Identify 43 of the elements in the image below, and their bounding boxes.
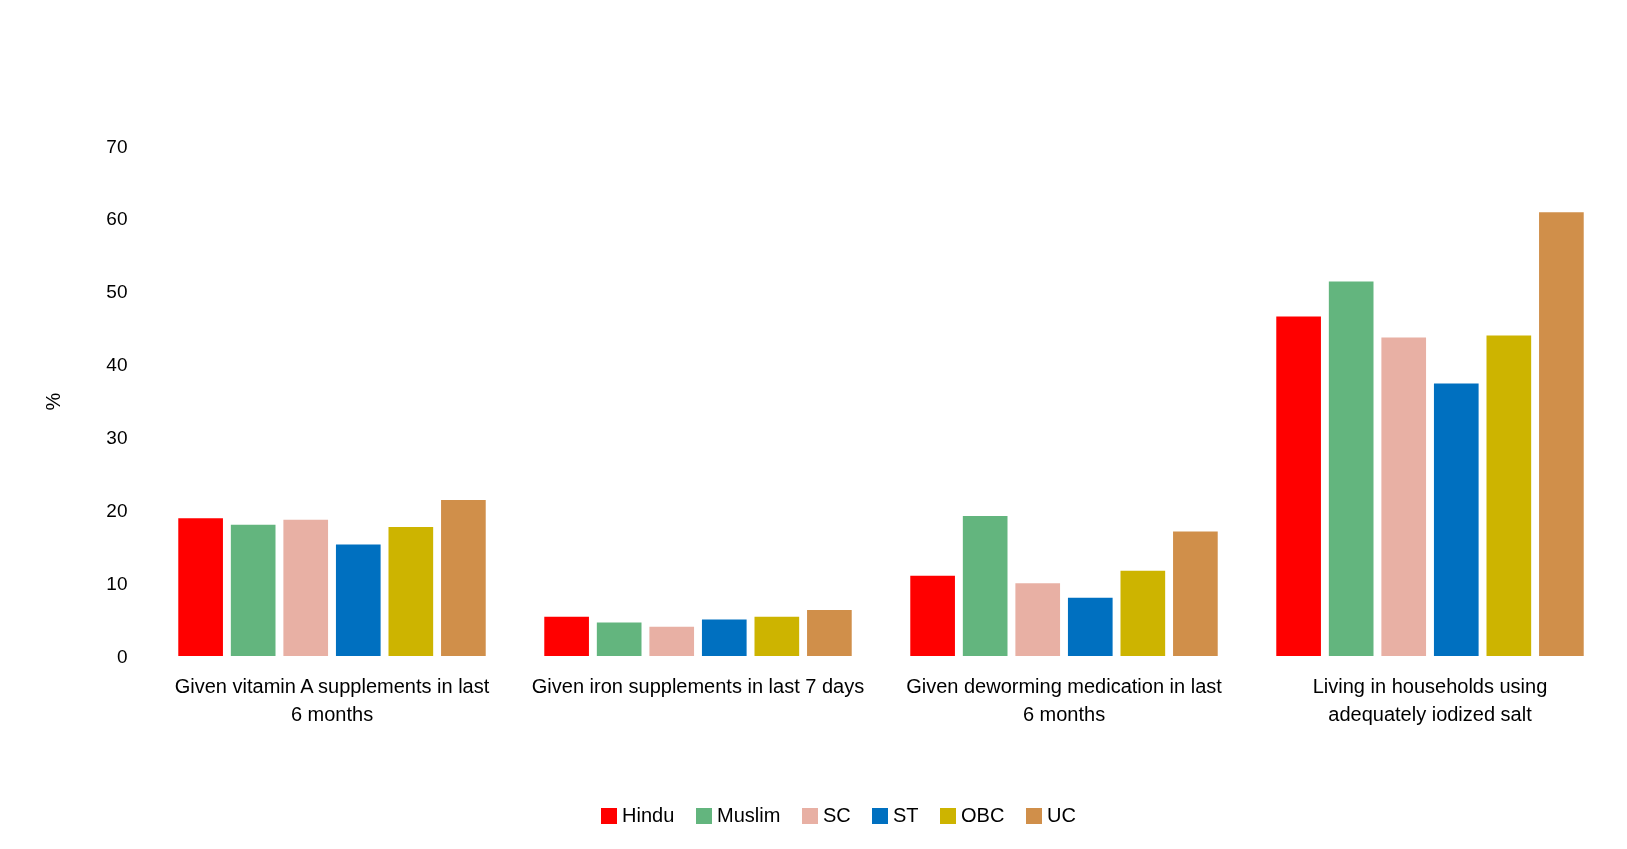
bar	[596, 622, 642, 656]
bar	[1539, 212, 1584, 656]
bar	[230, 524, 276, 656]
y-tick-label: 10	[106, 572, 128, 594]
legend-label: ST	[893, 804, 919, 826]
bar	[1328, 281, 1374, 656]
x-tick-label: Given deworming medication in last 6 months	[906, 674, 1223, 725]
bar	[1486, 335, 1532, 656]
bar	[441, 500, 486, 656]
x-tick-label: Given iron supplements in last 7 days	[531, 674, 865, 697]
y-tick-label: 40	[106, 354, 128, 376]
bar	[1381, 337, 1427, 656]
legend-label: Muslim	[717, 804, 781, 826]
y-tick-label: 0	[116, 645, 128, 667]
bar	[335, 544, 381, 656]
legend-label: OBC	[961, 804, 1005, 826]
y-axis-title: %	[42, 392, 65, 411]
bar	[910, 575, 955, 656]
bar	[962, 516, 1008, 656]
legend-label: SC	[823, 804, 851, 826]
bar	[701, 619, 747, 656]
legend-label: Hindu	[622, 804, 675, 826]
bar	[1015, 583, 1061, 656]
bar	[1120, 570, 1166, 656]
bar	[754, 616, 800, 656]
bar	[1067, 597, 1113, 656]
bar	[178, 518, 223, 656]
bar	[1173, 531, 1218, 656]
x-tick-label: Given vitamin A supplements in last 6 months	[174, 674, 490, 725]
bar	[807, 610, 852, 656]
bar	[1433, 383, 1479, 656]
bar	[544, 616, 589, 656]
y-tick-label: 20	[106, 499, 128, 521]
bar	[1276, 316, 1321, 656]
x-tick-label: Living in households using adequately iodized salt	[1312, 674, 1548, 725]
y-tick-label: 50	[106, 281, 128, 303]
bar	[283, 519, 329, 656]
bar	[649, 626, 695, 656]
bar	[388, 527, 434, 656]
legend-label: UC	[1047, 804, 1076, 826]
y-tick-label: 60	[106, 208, 128, 230]
y-tick-label: 30	[106, 426, 128, 448]
y-tick-label: 70	[106, 135, 128, 157]
